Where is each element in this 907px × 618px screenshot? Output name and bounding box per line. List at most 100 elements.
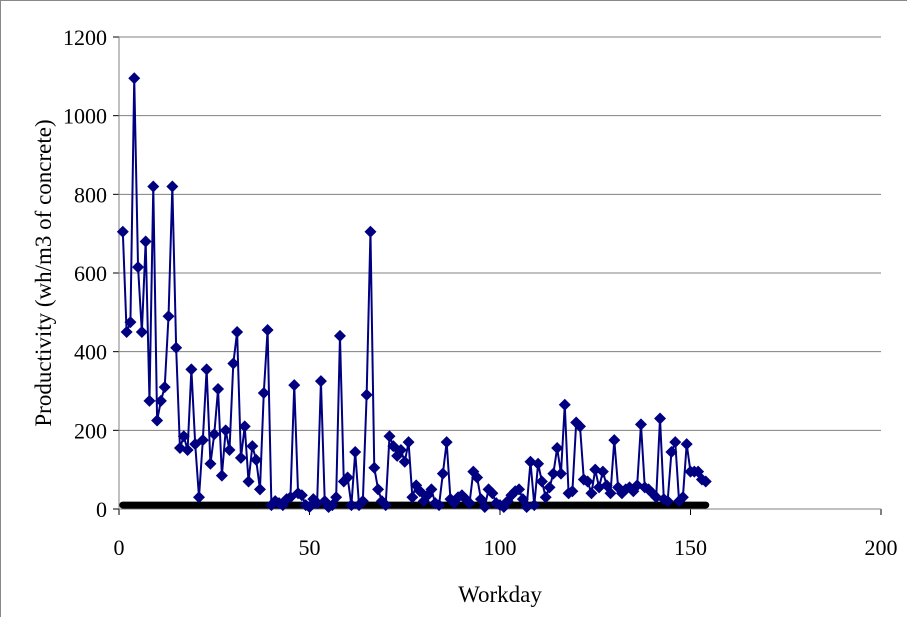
x-tick-label: 200 xyxy=(865,535,898,560)
data-point xyxy=(471,471,484,484)
data-point xyxy=(554,467,567,480)
data-point xyxy=(676,491,689,504)
data-point xyxy=(558,398,571,411)
data-point xyxy=(295,489,308,502)
data-point xyxy=(433,499,446,512)
y-tick-label: 400 xyxy=(74,340,107,365)
x-tick-label: 0 xyxy=(114,535,125,560)
data-point xyxy=(234,451,247,464)
data-point xyxy=(345,499,358,512)
data-point xyxy=(528,499,541,512)
data-point xyxy=(585,487,598,500)
data-point xyxy=(478,501,491,514)
data-point xyxy=(372,483,385,496)
data-point xyxy=(128,72,141,85)
data-point xyxy=(665,445,678,458)
data-point xyxy=(604,487,617,500)
data-point xyxy=(261,324,274,337)
data-point xyxy=(166,180,179,193)
data-point xyxy=(383,430,396,443)
data-point xyxy=(120,326,133,338)
data-point xyxy=(551,442,564,455)
data-point xyxy=(143,394,156,407)
data-point xyxy=(242,475,255,488)
data-point xyxy=(398,455,411,468)
data-point xyxy=(394,444,407,456)
data-point xyxy=(135,326,148,338)
data-point xyxy=(341,471,354,484)
x-tick-label: 150 xyxy=(674,535,707,560)
data-point xyxy=(581,475,594,488)
x-tick-label: 50 xyxy=(299,535,321,560)
data-point xyxy=(162,310,175,323)
data-point xyxy=(436,467,449,480)
data-point xyxy=(333,329,346,342)
data-point xyxy=(425,483,438,496)
gridlines xyxy=(119,36,881,431)
data-point xyxy=(181,444,194,456)
y-tick-label: 0 xyxy=(96,497,107,522)
data-point xyxy=(257,386,270,399)
data-point xyxy=(193,491,206,504)
y-tick-label: 1000 xyxy=(63,104,107,129)
data-point xyxy=(539,491,552,504)
data-point xyxy=(535,475,548,488)
data-point xyxy=(253,483,266,496)
data-point xyxy=(208,428,221,441)
data-point xyxy=(566,485,579,498)
data-point xyxy=(212,383,225,396)
productivity-series xyxy=(116,72,712,514)
data-point xyxy=(139,235,152,248)
data-point xyxy=(154,394,167,407)
data-point xyxy=(204,457,217,470)
data-point xyxy=(379,499,392,512)
data-point xyxy=(634,418,647,431)
data-point xyxy=(170,341,183,354)
data-point xyxy=(661,495,674,508)
y-axis-title: Productivity (wh/m3 of concrete) xyxy=(31,119,56,426)
data-point xyxy=(238,420,251,433)
data-point xyxy=(196,434,209,447)
data-point xyxy=(250,453,263,466)
data-point xyxy=(124,316,137,329)
series-line xyxy=(121,77,707,509)
y-tick-label: 600 xyxy=(74,261,107,286)
data-point xyxy=(314,375,327,388)
data-point xyxy=(669,436,682,449)
data-point xyxy=(486,487,499,500)
y-tick-label: 200 xyxy=(74,418,107,443)
data-point xyxy=(185,363,198,376)
x-axis-title: Workday xyxy=(458,582,542,607)
data-point xyxy=(364,225,377,238)
data-point xyxy=(699,475,712,488)
data-point xyxy=(406,491,419,504)
data-point xyxy=(402,436,415,449)
y-tick-label: 800 xyxy=(74,182,107,207)
data-point xyxy=(596,465,609,478)
data-point xyxy=(219,424,232,437)
data-point xyxy=(360,388,373,401)
data-point xyxy=(215,469,228,482)
data-point xyxy=(223,444,236,456)
data-point xyxy=(574,420,587,433)
data-point xyxy=(513,483,526,496)
data-point xyxy=(440,436,453,449)
data-point xyxy=(680,438,693,451)
tick-labels: 0 200 400 600 800 1000 1200 0 50 100 150 200 xyxy=(63,25,898,560)
data-point xyxy=(147,180,160,193)
data-point xyxy=(231,326,244,338)
data-point xyxy=(356,495,369,508)
data-point xyxy=(116,225,129,238)
data-point xyxy=(158,381,171,394)
data-point xyxy=(368,461,381,474)
data-point xyxy=(330,491,343,504)
data-point xyxy=(547,467,560,480)
data-point xyxy=(543,481,556,494)
data-point xyxy=(200,363,213,376)
x-tick-label: 100 xyxy=(484,535,517,560)
data-point xyxy=(463,497,476,510)
data-point xyxy=(132,261,145,274)
data-point xyxy=(349,445,362,458)
